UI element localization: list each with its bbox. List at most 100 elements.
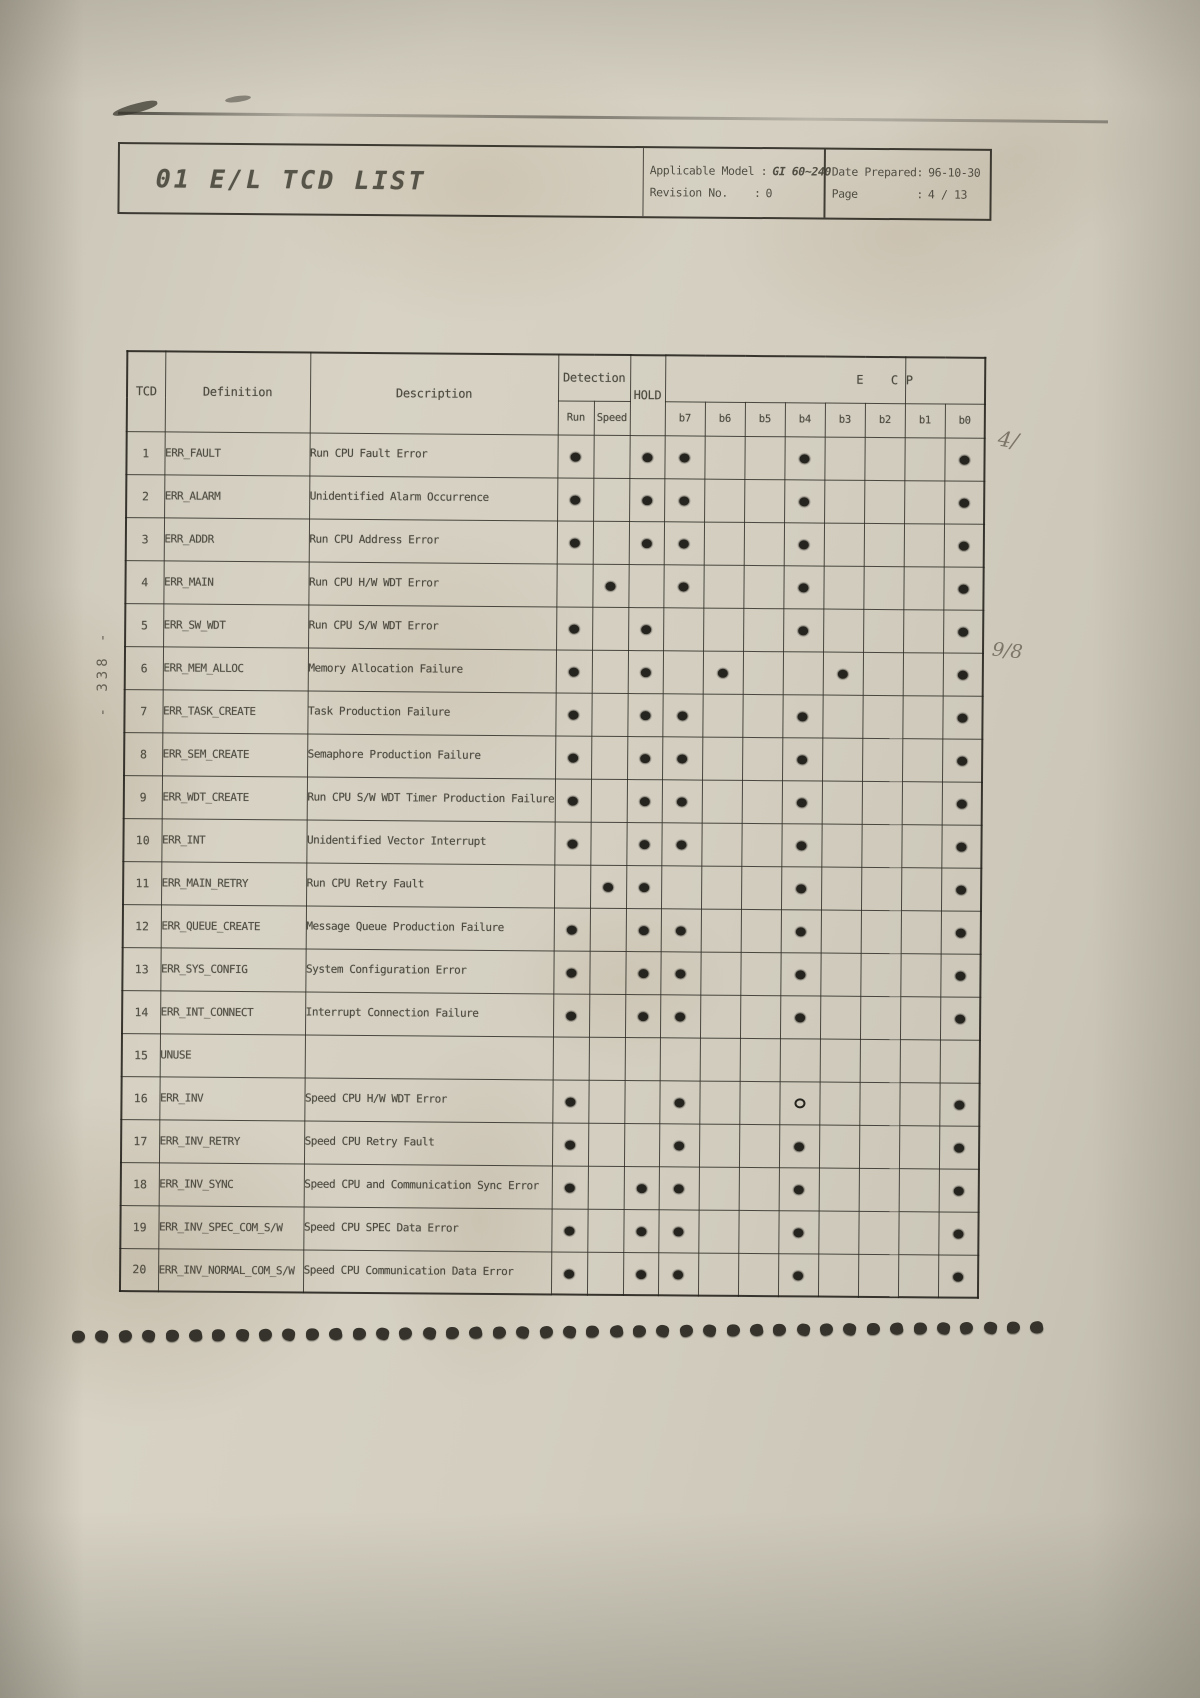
dot-cell-speed <box>590 778 628 823</box>
binding-hole <box>281 1327 297 1342</box>
dot-cell-run <box>552 1079 589 1123</box>
table-row: 17 ERR_INV_RETRY Speed CPU Retry Fault <box>120 1119 980 1169</box>
header-bit-b1: b1 <box>904 403 946 438</box>
dot-cell-b4 <box>781 866 822 910</box>
dot-cell-b4 <box>778 1167 819 1211</box>
dot-mark <box>676 840 687 850</box>
dot-mark <box>636 1184 647 1194</box>
dot-mark <box>793 1271 804 1281</box>
dot-mark <box>564 1226 575 1236</box>
binding-hole <box>795 1322 811 1337</box>
dot-cell-speed <box>586 1251 624 1296</box>
dot-mark <box>570 452 581 462</box>
dot-cell-b4 <box>779 1038 820 1082</box>
dot-cell-b6 <box>702 736 743 780</box>
table-row: 18 ERR_INV_SYNC Speed CPU and Communicatio… <box>120 1162 980 1212</box>
definition-cell: ERR_MAIN <box>163 560 309 605</box>
dot-cell-b5 <box>741 822 782 867</box>
table-row: 11 ERR_MAIN_RETRY Run CPU Retry Fault <box>123 861 982 911</box>
binding-hole <box>515 1325 531 1340</box>
dot-cell-b2 <box>864 436 905 481</box>
definition-cell: ERR_INV <box>159 1076 305 1121</box>
dot-mark <box>673 1270 684 1280</box>
dot-cell-b1 <box>902 695 943 739</box>
dot-mark <box>567 839 578 849</box>
dot-cell-b1 <box>899 1125 940 1169</box>
tcd-cell: 12 <box>122 904 162 948</box>
header-detection: Detection <box>557 354 631 402</box>
dot-cell-b6 <box>704 478 745 522</box>
tcd-cell: 2 <box>126 474 165 518</box>
dot-cell-b2 <box>861 823 902 868</box>
dot-mark <box>794 1142 805 1152</box>
dot-cell-b2 <box>859 1081 900 1126</box>
dot-cell-b5 <box>739 1037 780 1082</box>
dot-cell-b4 <box>782 737 823 781</box>
description-cell: Speed CPU SPEC Data Error <box>303 1206 552 1252</box>
description-cell: Run CPU Retry Fault <box>306 862 555 908</box>
dot-mark <box>605 581 616 591</box>
dot-cell-b2 <box>864 479 905 524</box>
description-cell: Task Production Failure <box>307 690 556 736</box>
dot-cell-b0 <box>941 781 983 825</box>
dot-mark <box>564 1183 575 1193</box>
dot-cell-b2 <box>858 1167 900 1212</box>
dot-cell-b5 <box>743 564 784 609</box>
dot-cell-b5 <box>739 994 781 1039</box>
tcd-cell: 9 <box>123 775 163 819</box>
definition-cell: ERR_TASK_CREATE <box>162 689 308 734</box>
dot-mark <box>953 1186 964 1196</box>
dot-cell-b7 <box>662 693 703 737</box>
dot-cell-b3 <box>820 952 861 996</box>
dot-cell-b6 <box>699 994 741 1038</box>
description-cell: Speed CPU H/W WDT Error <box>304 1077 553 1123</box>
dot-cell-run <box>554 821 591 865</box>
dot-cell-hold <box>626 822 662 866</box>
dot-cell-speed <box>589 950 626 995</box>
dot-cell-run <box>551 1122 589 1166</box>
table-row: 10 ERR_INT Unidentified Vector Interrupt <box>123 818 982 868</box>
dot-mark <box>564 1269 575 1279</box>
dot-cell-b5 <box>740 951 781 996</box>
dot-mark <box>954 1014 966 1024</box>
dot-cell-b4 <box>778 1210 819 1254</box>
dot-mark <box>677 711 688 721</box>
dot-cell-b3 <box>824 436 865 480</box>
dot-cell-b5 <box>739 1080 780 1125</box>
dot-cell-b3 <box>823 608 864 652</box>
dot-cell-speed <box>592 520 630 565</box>
dot-mark <box>568 753 579 763</box>
dot-cell-b7 <box>658 1209 699 1253</box>
dot-cell-b3 <box>823 565 864 609</box>
dot-cell-b7 <box>662 736 703 780</box>
binding-hole <box>212 1329 226 1342</box>
tcd-cell: 19 <box>120 1205 159 1249</box>
revision-value: 0 <box>765 186 773 201</box>
description-cell: Memory Allocation Failure <box>307 647 557 693</box>
binding-hole <box>586 1325 600 1338</box>
dot-cell-b2 <box>863 522 905 567</box>
dot-cell-hold <box>625 908 662 952</box>
dot-cell-run <box>557 477 594 521</box>
definition-cell: ERR_INT_CONNECT <box>160 990 306 1035</box>
dot-cell-b1 <box>899 1082 940 1126</box>
dot-cell-b4 <box>783 608 824 652</box>
dot-cell-hold <box>625 994 661 1038</box>
dot-mark <box>957 713 968 723</box>
dot-mark <box>795 1013 806 1023</box>
dot-mark <box>568 667 579 677</box>
tcd-cell: 15 <box>121 1033 161 1077</box>
dot-cell-b6 <box>699 1080 740 1124</box>
dot-cell-b0 <box>939 1039 981 1083</box>
dot-cell-b5 <box>742 693 783 738</box>
handwritten-mark-lower: 9/8 <box>990 638 1024 664</box>
handwritten-mark-upper: 4/ <box>996 426 1021 454</box>
description-cell: Message Queue Production Failure <box>305 905 555 951</box>
dot-cell-b2 <box>860 909 902 954</box>
dot-mark <box>958 584 969 594</box>
description-cell: Run CPU Fault Error <box>309 432 558 478</box>
applicable-model-row: Applicable Model : GI 60~240 <box>650 160 831 183</box>
dot-cell-hold <box>627 693 663 737</box>
dot-cell-run <box>556 563 593 607</box>
binding-hole <box>702 1323 718 1338</box>
